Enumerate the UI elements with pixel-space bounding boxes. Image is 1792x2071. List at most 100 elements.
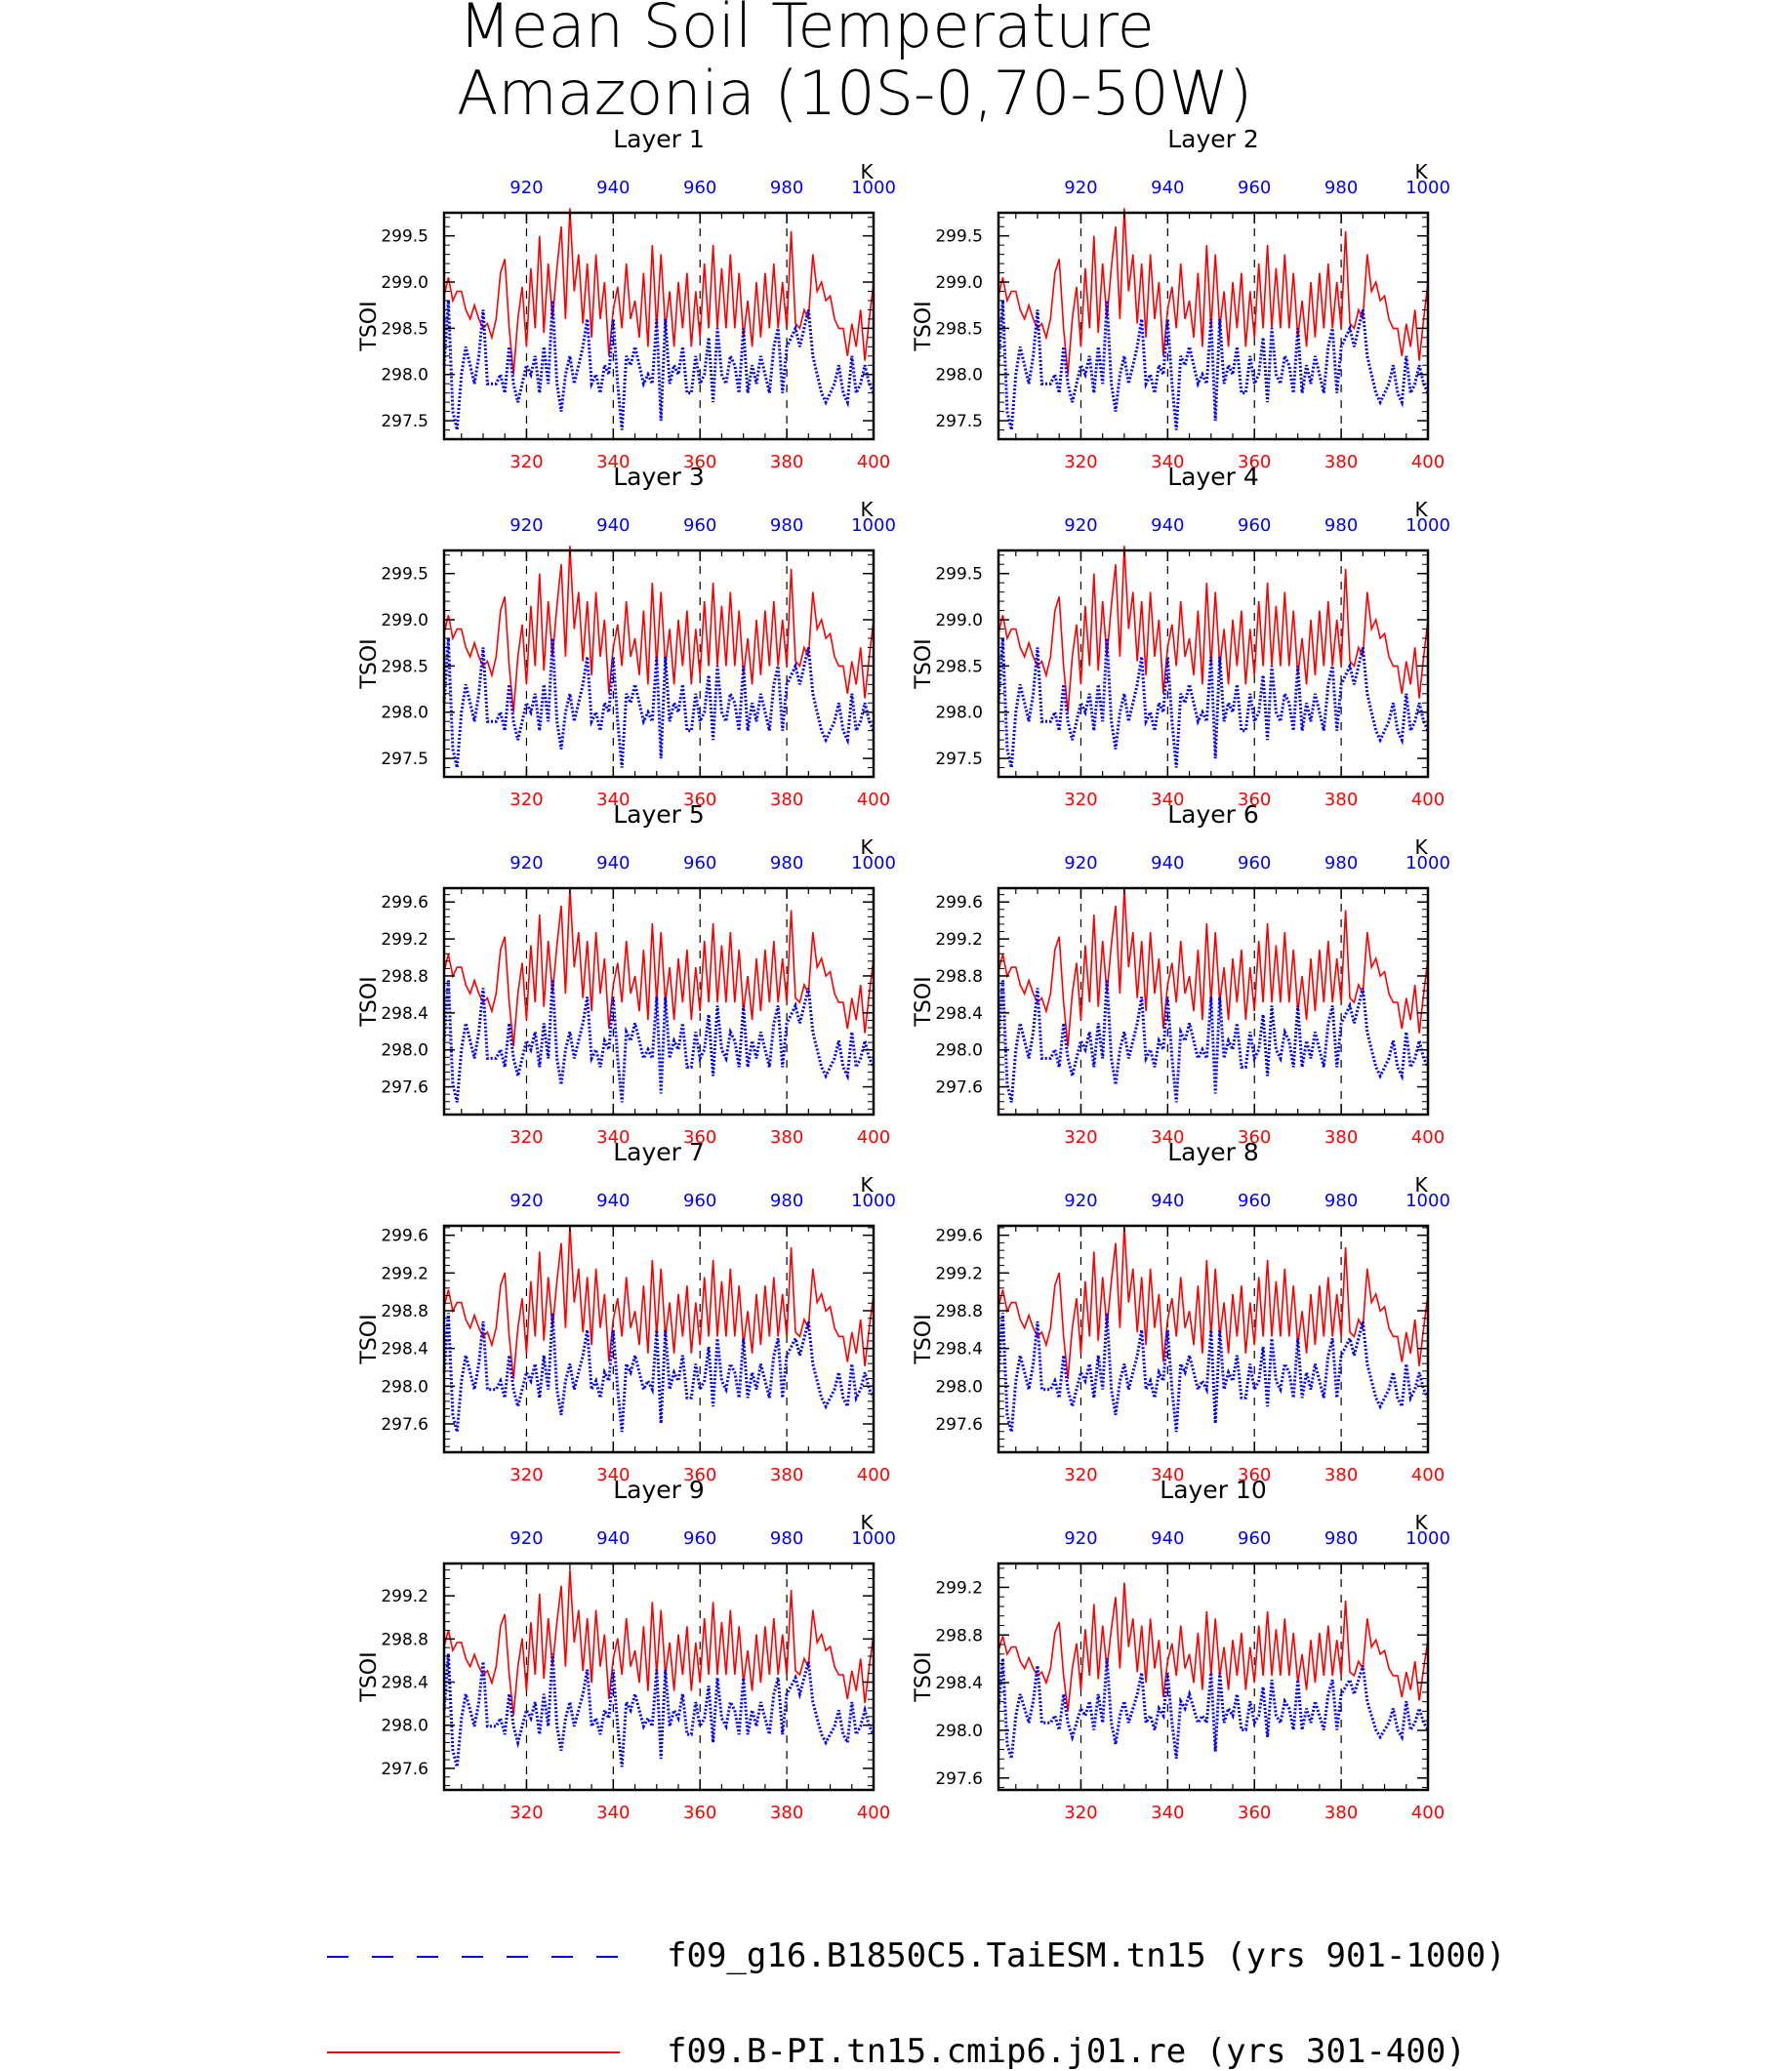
top-tick-label: 980 — [1324, 1191, 1358, 1211]
top-tick-label: 940 — [1151, 1528, 1184, 1549]
bottom-tick-label: 320 — [1064, 1127, 1097, 1148]
top-axis-unit: K — [860, 1173, 874, 1197]
panel-title: Layer 6 — [1167, 800, 1259, 829]
panel-title: Layer 2 — [1167, 125, 1259, 153]
left-tick-label: 297.6 — [935, 1769, 983, 1789]
bottom-tick-label: 360 — [683, 452, 716, 472]
left-tick-label: 299.0 — [935, 273, 983, 293]
left-tick-label: 299.2 — [935, 1264, 983, 1283]
top-tick-label: 940 — [1151, 515, 1184, 536]
legend: f09_g16.B1850C5.TaiESM.tn15 (yrs 901-100… — [327, 1936, 1506, 2071]
top-tick-label: 940 — [596, 1528, 630, 1549]
left-tick-label: 298.0 — [935, 1041, 983, 1061]
top-tick-label: 920 — [509, 178, 543, 198]
top-tick-label: 980 — [770, 515, 803, 536]
series-blue-line — [997, 637, 1430, 768]
top-tick-label: 960 — [683, 1528, 716, 1549]
left-tick-label: 298.4 — [381, 1674, 428, 1693]
bottom-tick-label: 400 — [1411, 1465, 1445, 1485]
left-tick-label: 299.2 — [935, 930, 983, 950]
top-tick-label: 920 — [1064, 1191, 1097, 1211]
top-tick-label: 1000 — [851, 1191, 896, 1211]
top-tick-label: 940 — [1151, 178, 1184, 198]
top-axis-unit: K — [860, 498, 874, 521]
bottom-tick-label: 360 — [1238, 452, 1271, 472]
left-tick-label: 298.0 — [935, 1722, 983, 1741]
bottom-tick-label: 400 — [1411, 1803, 1445, 1823]
bottom-tick-label: 380 — [770, 1465, 803, 1485]
y-axis-label: TSOI — [357, 301, 382, 351]
top-tick-label: 980 — [1324, 178, 1358, 198]
top-tick-label: 1000 — [1405, 515, 1450, 536]
series-red-line — [998, 546, 1429, 712]
bottom-tick-label: 360 — [1238, 1127, 1271, 1148]
top-tick-label: 1000 — [1405, 1191, 1450, 1211]
panel-title: Layer 1 — [613, 125, 705, 153]
panel-7: Layer 7 TSOI 320 340 360 380 400 920 940 960 980 10… — [357, 1138, 896, 1485]
bottom-tick-label: 380 — [1324, 1465, 1358, 1485]
plot-frame — [997, 211, 1430, 441]
bottom-tick-label: 320 — [509, 1465, 543, 1485]
bottom-tick-label: 400 — [857, 1465, 890, 1485]
top-tick-label: 960 — [683, 178, 716, 198]
top-tick-label: 920 — [1064, 515, 1097, 536]
left-tick-label: 298.4 — [935, 1340, 983, 1360]
y-axis-label: TSOI — [912, 301, 936, 351]
top-axis-unit: K — [1414, 1511, 1428, 1534]
y-axis-label: TSOI — [912, 976, 936, 1027]
left-tick-label: 298.8 — [381, 1302, 428, 1321]
bottom-tick-label: 320 — [509, 790, 543, 810]
bottom-tick-label: 320 — [1064, 1803, 1097, 1823]
left-tick-label: 299.2 — [381, 930, 428, 950]
left-tick-label: 299.0 — [381, 273, 428, 293]
top-axis-unit: K — [860, 160, 874, 183]
bottom-tick-label: 380 — [1324, 452, 1358, 472]
bottom-tick-label: 360 — [683, 1465, 716, 1485]
bottom-tick-label: 380 — [770, 1127, 803, 1148]
series-red-line — [998, 1226, 1429, 1379]
bottom-tick-label: 320 — [509, 1127, 543, 1148]
top-tick-label: 920 — [509, 853, 543, 873]
bottom-tick-label: 400 — [857, 790, 890, 810]
top-tick-label: 960 — [683, 1191, 716, 1211]
plot-frame — [442, 548, 876, 779]
top-tick-label: 980 — [770, 178, 803, 198]
bottom-tick-label: 400 — [1411, 1127, 1445, 1148]
series-blue-line — [442, 1653, 876, 1767]
left-tick-label: 299.5 — [935, 227, 983, 247]
panel-9: Layer 9 TSOI 320 340 360 380 400 920 940 960 980 10… — [357, 1476, 896, 1823]
top-tick-label: 940 — [1151, 1191, 1184, 1211]
panel-title: Layer 3 — [613, 463, 705, 491]
top-axis-unit: K — [1414, 1173, 1428, 1197]
bottom-tick-label: 320 — [509, 452, 543, 472]
bottom-tick-label: 320 — [509, 1803, 543, 1823]
top-tick-label: 980 — [770, 853, 803, 873]
top-tick-label: 960 — [1238, 853, 1271, 873]
bottom-tick-label: 340 — [1151, 1127, 1184, 1148]
top-tick-label: 920 — [1064, 178, 1097, 198]
top-tick-label: 960 — [1238, 1528, 1271, 1549]
panel-10: Layer 10 TSOI 320 340 360 380 400 920 940 960 980 1… — [912, 1476, 1450, 1823]
figure-title-line2: Amazonia (10S-0,70-50W) — [457, 58, 1252, 129]
left-tick-label: 297.5 — [381, 750, 428, 769]
bottom-tick-label: 340 — [596, 1127, 630, 1148]
top-tick-label: 1000 — [1405, 178, 1450, 198]
y-axis-label: TSOI — [357, 1314, 382, 1364]
left-tick-label: 298.0 — [381, 1041, 428, 1061]
left-tick-label: 298.0 — [381, 1377, 428, 1397]
bottom-tick-label: 360 — [683, 1127, 716, 1148]
panel-2: Layer 2 TSOI 320 340 360 380 400 920 940 960 980 10… — [912, 125, 1450, 472]
left-tick-label: 297.5 — [935, 750, 983, 769]
y-axis-label: TSOI — [357, 976, 382, 1027]
top-tick-label: 920 — [509, 1528, 543, 1549]
left-tick-label: 298.5 — [381, 319, 428, 339]
panel-title: Layer 10 — [1160, 1476, 1266, 1504]
series-blue-line — [997, 1658, 1430, 1760]
bottom-tick-label: 340 — [1151, 452, 1184, 472]
left-tick-label: 298.8 — [381, 967, 428, 987]
left-tick-label: 298.4 — [935, 1004, 983, 1024]
series-blue-line — [442, 1313, 876, 1433]
bottom-tick-label: 340 — [1151, 1803, 1184, 1823]
bottom-tick-label: 380 — [1324, 1803, 1358, 1823]
